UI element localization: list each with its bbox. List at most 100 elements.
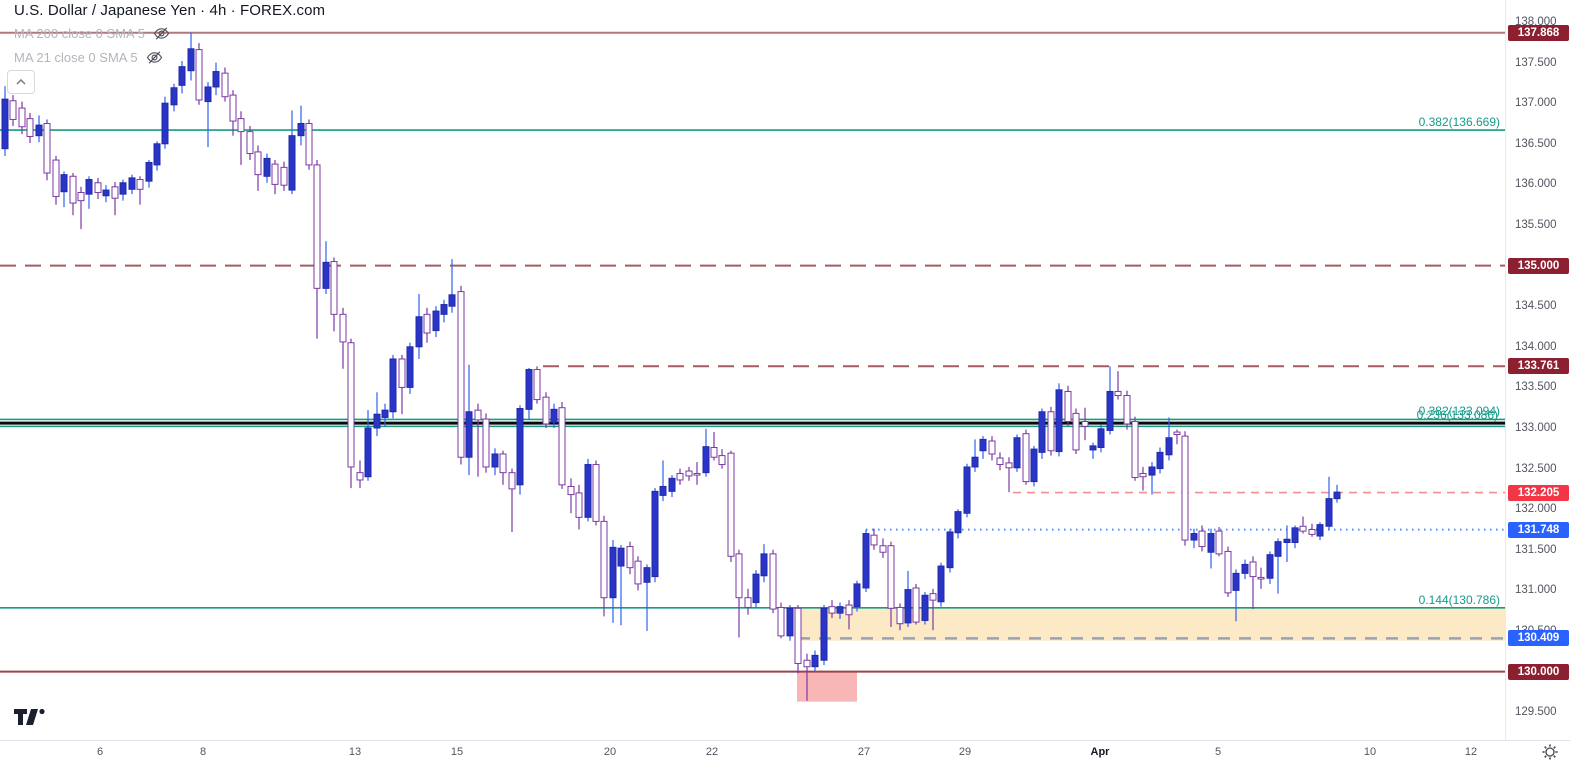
price-axis[interactable]: 138.000 137.500 137.000 136.500 136.000 135.5… <box>1505 0 1570 740</box>
price-level-badge: 131.748 <box>1508 521 1569 538</box>
price-tick-label: 136.000 <box>1515 178 1557 191</box>
candle <box>609 540 617 623</box>
price-tick-label: 137.000 <box>1515 97 1557 110</box>
candle <box>457 285 465 465</box>
candle <box>364 410 372 481</box>
candle <box>347 338 355 489</box>
candle <box>305 119 313 170</box>
fib-level-label: 0.144(130.786) <box>1418 592 1500 607</box>
timezone-gear-icon[interactable] <box>1542 744 1558 765</box>
candle <box>904 570 912 627</box>
symbol-title[interactable]: U.S. Dollar / Japanese Yen · 4h · FOREX.… <box>14 2 326 19</box>
candle <box>592 460 600 526</box>
candle <box>474 403 482 477</box>
time-tick-label: 20 <box>603 746 617 758</box>
candle <box>43 119 51 181</box>
price-tick-label: 133.000 <box>1515 422 1557 434</box>
candle <box>1165 417 1173 461</box>
candle <box>423 307 431 343</box>
time-axis[interactable]: 6 8 13 15 20 22 27 29 Apr 5 10 12 <box>0 740 1570 765</box>
candle <box>1013 434 1021 472</box>
candle <box>322 241 330 295</box>
price-tick-label: 134.000 <box>1515 340 1557 353</box>
candle <box>1291 525 1299 549</box>
fib-level-label: 0.236(133.086) <box>1416 408 1498 423</box>
time-tick-label: 10 <box>1363 746 1377 758</box>
candle <box>1207 528 1215 569</box>
candle <box>52 155 60 205</box>
legend-collapse-button[interactable] <box>7 70 35 94</box>
candle <box>170 83 178 112</box>
candle <box>1156 447 1164 474</box>
candle <box>161 96 169 149</box>
time-tick-label: 29 <box>958 746 972 758</box>
candle <box>1123 390 1131 430</box>
candle <box>676 468 684 485</box>
price-tick-label: 132.000 <box>1515 503 1557 516</box>
candle <box>710 432 718 461</box>
candle <box>330 257 338 332</box>
candle <box>288 110 296 195</box>
candle <box>937 562 945 607</box>
candle <box>803 653 811 701</box>
candle <box>836 602 844 619</box>
price-tick-label: 129.500 <box>1515 706 1557 719</box>
candle <box>1232 569 1240 622</box>
candle <box>651 488 659 583</box>
tradingview-logo[interactable] <box>13 707 46 732</box>
candle <box>643 564 651 631</box>
candle <box>1198 525 1206 552</box>
candle <box>187 32 195 81</box>
candle <box>1038 408 1046 459</box>
price-tick-label: 131.000 <box>1515 584 1557 597</box>
candle <box>760 544 768 583</box>
candle <box>584 458 592 522</box>
indicator-label-ma200: MA 200 close 0 SMA 5 <box>14 26 145 41</box>
candle <box>525 367 533 420</box>
candle <box>440 299 448 323</box>
candle <box>1308 523 1316 537</box>
price-tick-label: 131.500 <box>1515 543 1557 556</box>
candle <box>567 478 575 514</box>
candle <box>659 460 667 502</box>
fib-level-label: 0.382(133.094) <box>1418 404 1500 419</box>
candle <box>111 181 119 216</box>
indicator-row-ma200[interactable]: MA 200 close 0 SMA 5 <box>14 26 170 41</box>
candle <box>1299 516 1307 534</box>
candle <box>777 602 785 639</box>
candle <box>406 342 414 394</box>
candle <box>996 452 1004 471</box>
candle <box>1030 445 1038 487</box>
candle <box>204 82 212 148</box>
candle <box>432 306 440 338</box>
candle <box>693 462 701 485</box>
candle <box>727 450 735 562</box>
candle <box>811 650 819 672</box>
candle <box>102 185 110 203</box>
candle <box>912 583 920 625</box>
candle <box>735 549 743 638</box>
price-level-badge: 132.205 <box>1508 484 1569 501</box>
candle <box>971 439 979 472</box>
candle <box>617 544 625 626</box>
candle <box>1215 527 1223 557</box>
candle <box>1055 383 1063 457</box>
time-tick-label: 27 <box>857 746 871 758</box>
candle <box>229 90 237 136</box>
price-level-badge: 130.000 <box>1508 663 1569 680</box>
candle <box>178 60 186 94</box>
candle <box>1325 476 1333 531</box>
candle <box>9 95 17 126</box>
candle <box>921 592 929 625</box>
candle <box>1022 429 1030 485</box>
eye-off-icon[interactable] <box>146 50 163 65</box>
candle <box>1181 431 1189 546</box>
indicator-row-ma21[interactable]: MA 21 close 0 SMA 5 <box>14 50 163 65</box>
candle <box>415 294 423 359</box>
candle <box>381 403 389 427</box>
candle <box>1283 525 1291 562</box>
candle <box>769 549 777 614</box>
candle <box>398 354 406 415</box>
candle <box>508 468 516 532</box>
eye-off-icon[interactable] <box>153 26 170 41</box>
